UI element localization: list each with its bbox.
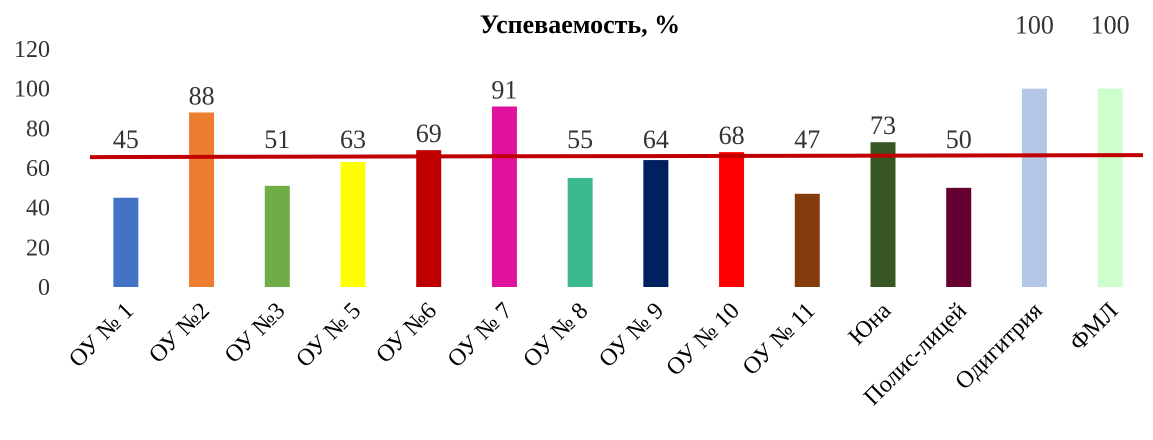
data-label: 88 [189, 81, 215, 110]
data-labels: 45 88 51 63 69 91 55 64 68 47 73 50 100 100 [113, 11, 1130, 154]
y-axis: 0 20 40 60 80 100 120 [14, 37, 50, 301]
category-label: ОУ № 1 [64, 298, 139, 373]
category-label: ОУ №2 [144, 298, 215, 369]
bar [567, 177, 593, 287]
y-tick-label: 120 [14, 37, 50, 63]
y-tick-label: 60 [26, 156, 50, 182]
category-label: ОУ № 10 [661, 298, 744, 381]
bar [946, 187, 972, 287]
bar [870, 142, 896, 287]
category-label: Юна [844, 298, 897, 351]
category-label: ОУ № 11 [738, 298, 821, 381]
chart-title: Успеваемость, % [480, 10, 680, 39]
bar [416, 150, 442, 287]
bar [113, 197, 139, 287]
bars [113, 88, 1123, 288]
data-label: 100 [1015, 11, 1054, 40]
data-label: 51 [264, 125, 290, 154]
category-label: ОУ № 7 [443, 298, 518, 373]
y-tick-label: 100 [14, 77, 50, 103]
bar [794, 193, 820, 287]
y-tick-label: 40 [26, 196, 50, 222]
bar [1097, 88, 1123, 288]
category-label: ОУ №3 [220, 298, 291, 369]
category-label: ОУ № 9 [594, 298, 669, 373]
data-label: 91 [491, 76, 517, 105]
data-label: 45 [113, 125, 139, 154]
category-label: ОУ № 5 [291, 298, 366, 373]
bar [189, 112, 215, 287]
bar [719, 152, 745, 287]
bar [643, 160, 669, 287]
category-label: ОУ № 8 [519, 298, 594, 373]
bar [491, 106, 517, 288]
data-label: 73 [870, 111, 896, 140]
category-label: ОУ №6 [371, 298, 442, 369]
data-label: 50 [946, 125, 972, 154]
data-label: 47 [794, 125, 820, 154]
bar [264, 185, 290, 287]
y-tick-label: 80 [26, 116, 50, 142]
data-label: 55 [567, 125, 593, 154]
category-label: ФМЛ [1065, 298, 1123, 356]
bar [1021, 88, 1047, 288]
data-label: 100 [1091, 11, 1130, 40]
average-reference-line [89, 153, 1144, 160]
data-label: 64 [643, 125, 669, 154]
y-tick-label: 20 [26, 235, 50, 261]
y-tick-label: 0 [38, 275, 50, 301]
bar [340, 162, 366, 287]
data-label: 69 [416, 119, 442, 148]
data-label: 68 [719, 121, 745, 150]
data-label: 63 [340, 125, 366, 154]
